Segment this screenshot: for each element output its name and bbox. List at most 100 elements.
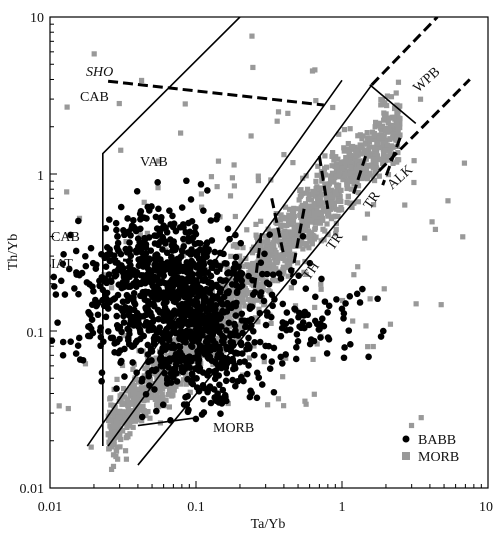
- morb-point: [218, 281, 224, 287]
- morb-point: [258, 218, 264, 224]
- morb-point: [242, 303, 248, 309]
- babb-point: [130, 299, 138, 306]
- morb-point: [357, 132, 363, 138]
- boundary-mantle-array-upper-inner: [107, 84, 373, 447]
- babb-point: [165, 336, 173, 344]
- morb-point: [353, 151, 359, 157]
- babb-point: [227, 330, 234, 337]
- morb-point: [365, 162, 371, 168]
- morb-point: [310, 356, 316, 362]
- morb-point: [113, 448, 120, 454]
- morb-point: [354, 178, 360, 185]
- morb-point: [341, 126, 348, 133]
- babb-point: [109, 334, 117, 342]
- babb-point: [104, 299, 112, 307]
- babb-point: [238, 310, 246, 318]
- babb-point: [221, 259, 229, 267]
- babb-point: [195, 355, 202, 363]
- morb-point: [306, 217, 312, 223]
- babb-point: [141, 289, 149, 296]
- morb-point: [362, 140, 368, 146]
- babb-point: [229, 365, 237, 373]
- babb-point: [213, 216, 220, 223]
- babb-point: [243, 370, 251, 378]
- babb-point: [277, 353, 285, 361]
- morb-point: [237, 324, 244, 331]
- morb-point: [348, 164, 354, 171]
- babb-point: [224, 225, 232, 233]
- morb-point: [385, 157, 391, 163]
- babb-point: [325, 336, 333, 343]
- morb-point: [286, 233, 292, 239]
- babb-point: [50, 273, 58, 281]
- morb-point: [370, 156, 377, 162]
- morb-point: [154, 395, 160, 401]
- babb-point: [87, 244, 95, 252]
- morb-point: [299, 202, 305, 208]
- babb-point: [291, 305, 298, 313]
- morb-point: [252, 315, 259, 321]
- morb-point: [288, 236, 295, 242]
- babb-point: [178, 278, 185, 285]
- morb-point: [362, 170, 369, 176]
- morb-point: [115, 456, 121, 462]
- y-tick-label-0.01: 0.01: [20, 482, 45, 497]
- babb-point: [140, 313, 147, 320]
- babb-point: [197, 181, 205, 188]
- babb-point: [169, 311, 177, 319]
- morb-point: [335, 213, 341, 220]
- babb-point: [161, 304, 169, 311]
- babb-point: [75, 334, 83, 342]
- morb-point: [317, 191, 323, 197]
- morb-point: [339, 171, 346, 177]
- morb-point: [315, 197, 321, 203]
- morb-point: [343, 158, 349, 164]
- morb-point: [313, 178, 319, 184]
- babb-point: [19, 326, 26, 333]
- morb-point: [111, 438, 117, 444]
- morb-point: [342, 169, 349, 175]
- morb-point: [397, 120, 403, 126]
- morb-point: [247, 262, 253, 268]
- morb-point: [269, 278, 276, 284]
- morb-point: [128, 401, 135, 407]
- morb-point: [253, 232, 259, 238]
- babb-point: [159, 246, 166, 253]
- morb-point: [330, 214, 336, 220]
- morb-point: [348, 146, 354, 152]
- morb-point: [395, 79, 402, 85]
- morb-point: [106, 439, 112, 445]
- boundary-alk-tr-divider-long: [381, 137, 402, 186]
- morb-point: [242, 285, 248, 292]
- babb-point: [126, 330, 133, 338]
- boundary-sho-cab-divider: [107, 79, 324, 107]
- boundary-mantle-array-lower-inner: [137, 170, 380, 466]
- babb-point: [233, 288, 241, 295]
- morb-point: [260, 239, 266, 245]
- babb-point: [212, 319, 220, 327]
- morb-point: [238, 258, 244, 264]
- babb-point: [266, 365, 274, 372]
- babb-point: [158, 363, 166, 370]
- morb-point: [271, 264, 277, 270]
- babb-point: [84, 332, 92, 340]
- babb-point: [170, 288, 178, 296]
- morb-point: [387, 149, 393, 155]
- morb-point: [325, 231, 331, 238]
- morb-point: [345, 140, 351, 147]
- morb-point: [162, 383, 168, 389]
- morb-point: [299, 205, 306, 211]
- morb-point: [108, 428, 114, 434]
- morb-point: [408, 422, 415, 429]
- morb-point: [349, 161, 355, 167]
- babb-point: [182, 338, 189, 346]
- morb-point: [112, 424, 118, 430]
- morb-point: [233, 308, 239, 314]
- morb-point: [154, 398, 160, 404]
- babb-point: [155, 205, 162, 213]
- morb-point: [300, 246, 306, 252]
- morb-point: [344, 199, 350, 205]
- morb-point: [315, 211, 321, 218]
- babb-point: [179, 248, 186, 255]
- y-tick-label-1: 1: [37, 169, 44, 184]
